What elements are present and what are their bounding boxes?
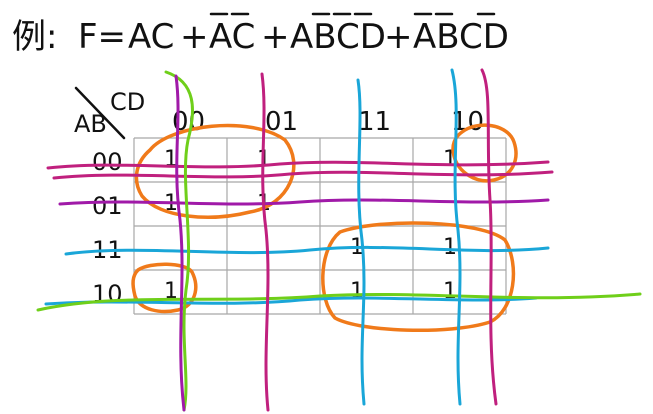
loop-top-right-single bbox=[451, 123, 518, 183]
cell-one: 1 bbox=[443, 235, 457, 260]
magenta-line-col-10 bbox=[480, 68, 498, 406]
cyan-line-row-11 bbox=[64, 245, 550, 256]
equation-term: AC bbox=[209, 17, 255, 57]
row-header: 00 bbox=[92, 148, 123, 176]
cell-one: 1 bbox=[350, 279, 364, 304]
row-header: 01 bbox=[92, 192, 123, 220]
equation-term: ABCD bbox=[413, 17, 509, 57]
magenta-line-row-00 bbox=[46, 160, 550, 170]
loop-bottom-left-single bbox=[131, 262, 198, 314]
col-variables-label: CD bbox=[110, 88, 145, 116]
title-equation: 例: F= AC + AC + ABCD+ ABCD bbox=[12, 12, 509, 57]
magenta-line-row-00-b bbox=[52, 170, 554, 180]
purple-line-col-00 bbox=[174, 74, 186, 412]
covering-lines bbox=[36, 68, 642, 412]
equation-term: AC bbox=[128, 17, 174, 57]
cell-one: 1 bbox=[164, 279, 178, 304]
equation-term: ABCD bbox=[290, 17, 386, 57]
row-header: 10 bbox=[92, 280, 123, 308]
magenta-line-col-01 bbox=[260, 72, 270, 412]
corner-diagonal bbox=[74, 86, 126, 140]
example-label: 例: bbox=[12, 17, 57, 57]
cell-one: 1 bbox=[443, 279, 457, 304]
equation-lhs: F= bbox=[78, 17, 126, 57]
column-headers: 00 01 11 10 bbox=[172, 107, 484, 137]
green-line-col-00 bbox=[164, 70, 194, 412]
green-line-row-10 bbox=[36, 292, 642, 312]
cyan-line-row-10 bbox=[44, 296, 538, 306]
column-header: 11 bbox=[358, 107, 391, 137]
kmap-corner: AB CD bbox=[74, 86, 145, 140]
purple-line-row-01 bbox=[58, 198, 550, 206]
cyan-line-col-10 bbox=[450, 68, 462, 406]
plus-sign: + bbox=[261, 17, 290, 57]
row-variables-label: AB bbox=[74, 110, 107, 138]
cyan-line-col-11 bbox=[356, 78, 366, 406]
equation-terms: AC + AC + ABCD+ ABCD bbox=[128, 12, 509, 57]
plus-sign: + bbox=[384, 17, 413, 57]
plus-sign: + bbox=[180, 17, 209, 57]
